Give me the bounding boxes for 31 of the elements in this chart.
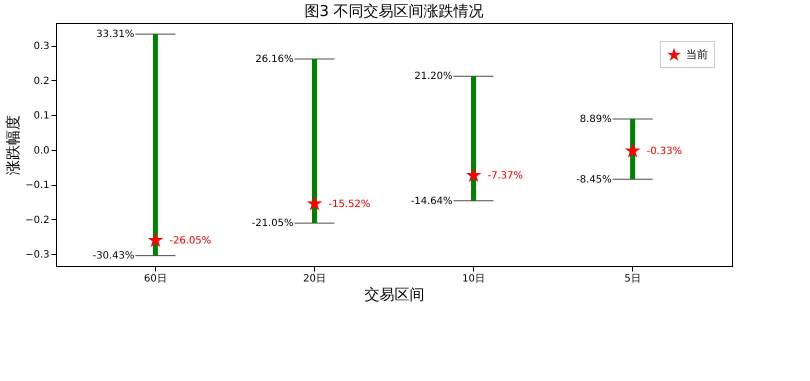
annotation: -21.05% bbox=[252, 218, 294, 230]
x-tick-label: 60日 bbox=[144, 274, 167, 284]
data-label: -0.33% bbox=[646, 146, 682, 158]
data-label: -15.52% bbox=[328, 198, 370, 210]
point bbox=[624, 142, 640, 158]
x-tick-label: 20日 bbox=[303, 274, 326, 284]
data-label: -26.05% bbox=[169, 235, 212, 246]
y-tick-label: 0.1 bbox=[34, 110, 50, 122]
point bbox=[466, 167, 482, 182]
chart-title: 图3 不同交易区间涨跌情况 bbox=[304, 2, 484, 20]
y-tick-label: −0.1 bbox=[25, 180, 50, 192]
x-axis-title: 交易区间 bbox=[364, 286, 424, 304]
annotation: -30.43% bbox=[92, 250, 134, 262]
y-tick-label: 0.2 bbox=[34, 76, 50, 87]
annotation: 8.89% bbox=[580, 114, 612, 125]
point bbox=[148, 232, 164, 247]
y-tick-label: −0.2 bbox=[25, 214, 50, 226]
y-tick-label: 0.0 bbox=[34, 145, 50, 156]
legend-label: 当前 bbox=[686, 48, 708, 61]
annotation: 26.16% bbox=[255, 54, 294, 65]
y-tick-label: −0.3 bbox=[25, 250, 50, 261]
y-axis-title: 涨跌幅度 bbox=[4, 115, 22, 175]
data-label: -7.37% bbox=[488, 170, 523, 182]
annotation: 33.31% bbox=[96, 29, 134, 40]
x-tick-label: 5日 bbox=[624, 274, 641, 284]
annotation: 21.20% bbox=[414, 71, 453, 82]
annotation: -8.45% bbox=[576, 174, 612, 186]
x-tick-label: 10日 bbox=[462, 274, 485, 284]
annotation: -14.64% bbox=[410, 196, 453, 207]
y-tick-label: 0.3 bbox=[34, 41, 50, 52]
point bbox=[306, 196, 322, 210]
